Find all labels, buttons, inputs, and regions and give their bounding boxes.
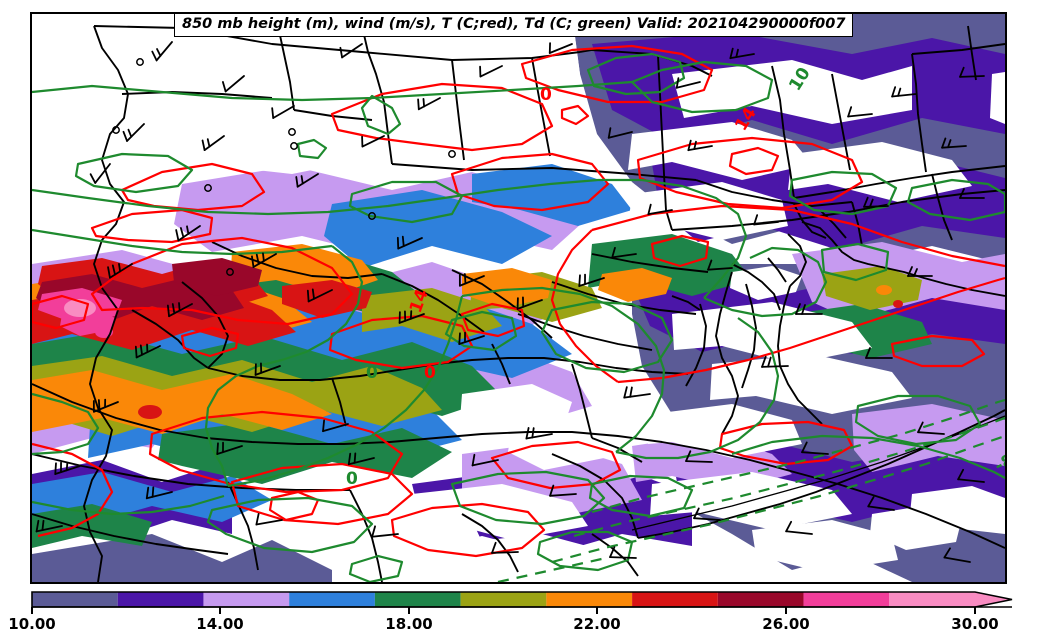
map-panel: 14 10 0 14 -8 0 0 0 bbox=[30, 12, 1007, 584]
contour-label-td-0: 0 bbox=[366, 363, 378, 383]
colorbar-tick-label: 30.00 bbox=[951, 615, 998, 633]
colorbar[interactable]: 10.00 14.00 18.00 22.00 26.00 30.00 bbox=[0, 588, 1037, 633]
colorbar-segments bbox=[32, 592, 975, 607]
colorbar-outline bbox=[31, 591, 1013, 608]
colorbar-segment bbox=[717, 592, 804, 607]
colorbar-segment bbox=[460, 592, 547, 607]
colorbar-tick-label: 26.00 bbox=[762, 615, 809, 633]
station-markers bbox=[112, 58, 456, 276]
colorbar-extend-arrow-icon bbox=[975, 592, 1012, 607]
colorbar-tick-label: 10.00 bbox=[8, 615, 55, 633]
colorbar-segment bbox=[289, 592, 375, 607]
dewpoint-contours-dashed bbox=[497, 398, 1005, 582]
colorbar-segment bbox=[546, 592, 633, 607]
colorbar-tick-label: 14.00 bbox=[196, 615, 243, 633]
colorbar-canvas[interactable]: 10.00 14.00 18.00 22.00 26.00 30.00 bbox=[0, 588, 1037, 633]
colorbar-segment bbox=[889, 592, 975, 607]
colorbar-segment bbox=[32, 592, 118, 607]
colorbar-segment bbox=[374, 592, 461, 607]
colorbar-segment bbox=[117, 592, 204, 607]
contour-label-t-0b: 0 bbox=[540, 85, 552, 105]
temperature-contours bbox=[32, 44, 1005, 558]
colorbar-segment bbox=[803, 592, 890, 607]
wind-barbs bbox=[35, 41, 985, 563]
colorbar-segment bbox=[632, 592, 718, 607]
map-canvas: 14 10 0 14 -8 0 0 0 bbox=[32, 14, 1005, 582]
chart-title: 850 mb height (m), wind (m/s), T (C;red)… bbox=[174, 13, 854, 37]
colorbar-ticks: 10.00 14.00 18.00 22.00 26.00 30.00 bbox=[8, 607, 999, 633]
colorbar-tick-label: 22.00 bbox=[573, 615, 620, 633]
colorbar-segment bbox=[203, 592, 290, 607]
contour-label-t-0: 0 bbox=[424, 363, 436, 383]
contour-label-td-0b: 0 bbox=[346, 469, 358, 489]
colorbar-tick-label: 18.00 bbox=[385, 615, 432, 633]
